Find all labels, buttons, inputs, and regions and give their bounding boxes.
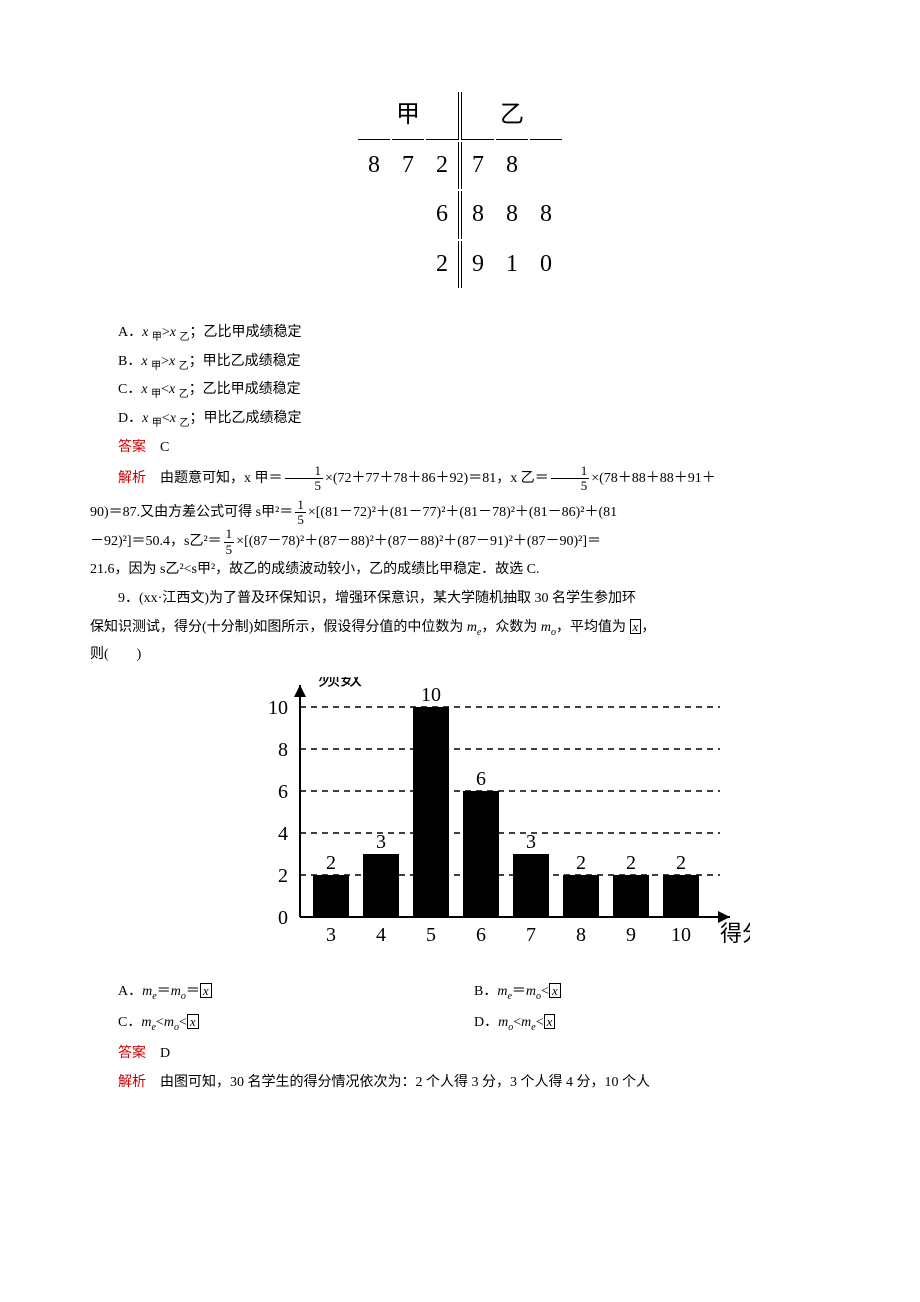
svg-text:8: 8 <box>576 924 586 946</box>
frequency-bar-chart: 0 2 4 6 8 10 2 3 3 4 10 5 6 6 3 7 2 8 2 9 2 10 频数得分 <box>230 677 750 967</box>
svg-text:5: 5 <box>426 924 436 946</box>
q9-stem-1: 9．(xx·江西文)为了普及环保知识，增强环保意识，某大学随机抽取 30 名学生… <box>90 586 830 611</box>
svg-text:2: 2 <box>278 865 288 887</box>
svg-text:4: 4 <box>278 823 288 845</box>
svg-text:7: 7 <box>526 924 536 946</box>
q9-stem-3: 则( ) <box>90 642 830 667</box>
sl-header-right: 乙 <box>496 92 528 140</box>
svg-text:2: 2 <box>626 852 636 874</box>
q8-option-a: A．x 甲>x 乙；乙比甲成绩稳定 <box>90 320 830 347</box>
q8-explanation-3: －92)²]＝50.4，s乙²＝15×[(87－78)²＋(87－88)²＋(8… <box>90 527 830 557</box>
svg-text:8: 8 <box>278 739 288 761</box>
svg-text:0: 0 <box>278 907 288 929</box>
q9-stem-2: 保知识测试，得分(十分制)如图所示，假设得分值的中位数为 me，众数为 mo，平… <box>90 615 830 642</box>
q8-option-c: C．x 甲<x 乙；乙比甲成绩稳定 <box>90 377 830 404</box>
sl-header-left: 甲 <box>392 92 424 140</box>
svg-text:10: 10 <box>421 684 441 706</box>
q9-answer: 答案 D <box>90 1041 830 1066</box>
q8-explanation-4: 21.6，因为 s乙²<s甲²，故乙的成绩波动较小，乙的成绩比甲稳定．故选 C. <box>90 557 830 582</box>
q9-option-b: B．me＝mo<x <box>474 979 830 1006</box>
svg-text:9: 9 <box>626 924 636 946</box>
svg-text:3: 3 <box>376 831 386 853</box>
q9-option-a: A．me＝mo＝x <box>118 979 474 1006</box>
svg-text:6: 6 <box>476 924 486 946</box>
svg-text:6: 6 <box>476 768 486 790</box>
stem-leaf-plot: 甲 乙 8 7 2 7 8 6 8 8 8 2 9 1 0 <box>356 90 564 290</box>
svg-text:2: 2 <box>326 852 336 874</box>
q8-option-b: B．x 甲>x 乙；甲比乙成绩稳定 <box>90 349 830 376</box>
svg-text:3: 3 <box>326 924 336 946</box>
svg-text:2: 2 <box>576 852 586 874</box>
svg-text:频数: 频数 <box>318 677 362 690</box>
q8-explanation-2: 90)＝87.又由方差公式可得 s甲²＝15×[(81－72)²＋(81－77)… <box>90 498 830 528</box>
q8-answer: 答案 C <box>90 435 830 460</box>
q8-explanation-1: 解析 由题意可知，x 甲＝15×(72＋77＋78＋86＋92)＝81，x 乙＝… <box>90 464 830 494</box>
q9-explanation-1: 解析 由图可知，30 名学生的得分情况依次为：2 个人得 3 分，3 个人得 4… <box>90 1070 830 1095</box>
svg-text:4: 4 <box>376 924 386 946</box>
svg-text:3: 3 <box>526 831 536 853</box>
svg-text:6: 6 <box>278 781 288 803</box>
q9-option-d: D．mo<me<x <box>474 1010 830 1037</box>
svg-text:10: 10 <box>671 924 691 946</box>
q8-option-d: D．x 甲<x 乙；甲比乙成绩稳定 <box>90 406 830 433</box>
svg-text:得分: 得分 <box>720 921 750 946</box>
svg-text:2: 2 <box>676 852 686 874</box>
svg-text:10: 10 <box>268 697 288 719</box>
q9-option-c: C．me<mo<x <box>118 1010 474 1037</box>
